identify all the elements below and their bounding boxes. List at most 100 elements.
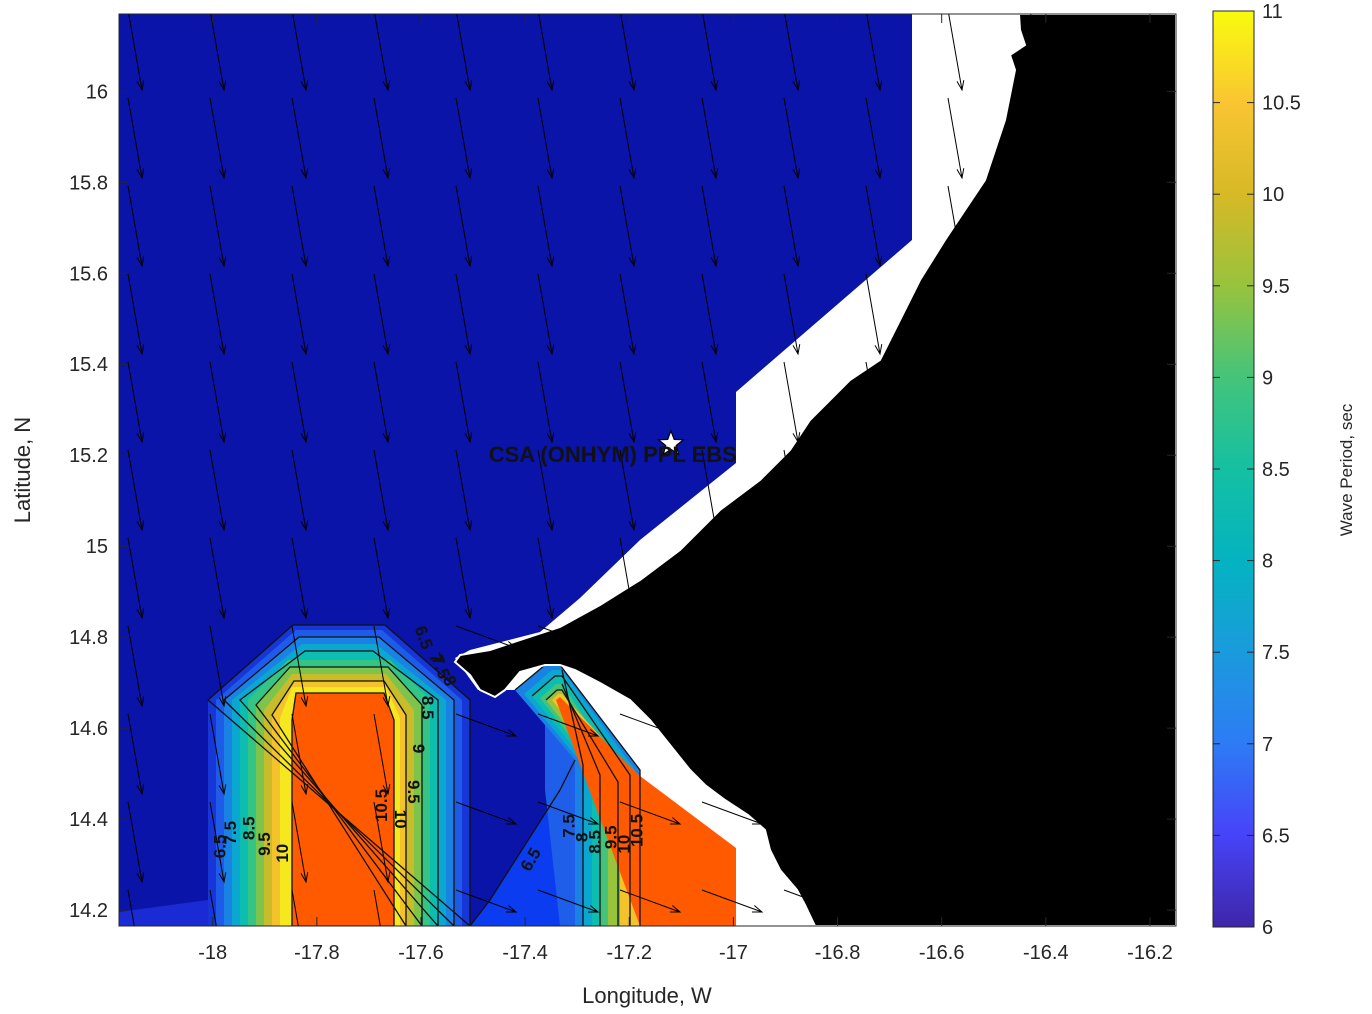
wave-arrow bbox=[619, 537, 637, 620]
y-tick-label: 15 bbox=[86, 536, 108, 558]
wave-arrow bbox=[537, 449, 555, 532]
wave-arrow bbox=[455, 889, 518, 913]
wave-arrow bbox=[455, 361, 473, 444]
wave-arrow bbox=[538, 14, 555, 92]
wave-arrow bbox=[127, 625, 145, 708]
wave-arrow bbox=[701, 801, 764, 825]
wave-arrow bbox=[619, 713, 682, 737]
contour-label: 10.5 bbox=[372, 789, 391, 822]
x-tick-label: -16.8 bbox=[815, 942, 861, 964]
wave-arrow bbox=[948, 978, 1008, 1000]
wave-arrow bbox=[373, 889, 381, 926]
wave-arrow bbox=[865, 449, 883, 532]
wave-arrow bbox=[537, 713, 600, 737]
wave-arrow bbox=[783, 625, 846, 649]
contour-label: 9.5 bbox=[404, 780, 423, 804]
wave-arrow bbox=[783, 97, 801, 180]
colorbar-tick-label: 9.5 bbox=[1262, 276, 1290, 298]
wave-arrow bbox=[947, 625, 1010, 649]
wave-arrow bbox=[701, 537, 719, 620]
y-axis-label: Latitude, N bbox=[10, 417, 35, 523]
x-axis-ticks: -18 -17.8 -17.6 -17.4 -17.2 -17 -16.8 -16.6 -16.… bbox=[198, 14, 1173, 964]
wave-arrow bbox=[127, 801, 145, 884]
contour-label: 9 bbox=[409, 744, 428, 753]
wave-arrow bbox=[291, 713, 309, 796]
wave-arrow bbox=[947, 889, 1010, 913]
wave-arrow bbox=[1029, 97, 1047, 180]
wave-arrow bbox=[1029, 801, 1092, 825]
wave-arrow bbox=[373, 625, 391, 708]
wave-arrow bbox=[128, 978, 144, 1014]
wave-arrow bbox=[291, 625, 309, 708]
y-tick-label: 15.8 bbox=[69, 172, 108, 194]
station-star-marker bbox=[656, 429, 685, 456]
y-tick-label: 14.6 bbox=[69, 718, 108, 740]
wave-arrow bbox=[127, 449, 145, 532]
wave-arrow bbox=[373, 713, 391, 796]
y-tick-label: 15.4 bbox=[69, 354, 108, 376]
wave-arrow bbox=[619, 801, 682, 825]
wave-arrow bbox=[455, 801, 518, 825]
wave-arrow bbox=[865, 625, 928, 649]
y-tick-label: 14.8 bbox=[69, 627, 108, 649]
wave-arrow bbox=[456, 978, 516, 1000]
y-tick-label: 16 bbox=[86, 81, 108, 103]
colorbar-tick-label: 8 bbox=[1262, 551, 1273, 573]
wave-arrow bbox=[1029, 361, 1047, 444]
wave-arrow bbox=[784, 14, 801, 92]
wave-arrow bbox=[701, 273, 719, 356]
contour-label: 10 bbox=[273, 844, 292, 863]
wave-arrow bbox=[127, 273, 145, 356]
wave-arrow bbox=[291, 537, 309, 620]
x-tick-label: -17.2 bbox=[606, 942, 652, 964]
wave-arrow bbox=[619, 625, 682, 649]
wave-arrow bbox=[209, 185, 227, 268]
colorbar-tick-label: 8.5 bbox=[1262, 459, 1290, 481]
wave-arrow bbox=[701, 185, 719, 268]
wave-arrow bbox=[947, 361, 965, 444]
contour-label: 7.5 bbox=[221, 821, 240, 845]
wave-arrow bbox=[456, 14, 473, 92]
wave-arrow bbox=[455, 625, 518, 649]
wave-arrow bbox=[127, 97, 145, 180]
wave-arrow bbox=[537, 185, 555, 268]
y-tick-label: 14.2 bbox=[69, 900, 108, 922]
wave-arrow bbox=[619, 361, 637, 444]
wave-arrow bbox=[701, 889, 764, 913]
wave-arrow bbox=[127, 713, 145, 796]
colorbar-tick-label: 10.5 bbox=[1262, 93, 1301, 115]
wave-arrow bbox=[947, 713, 1010, 737]
wave-arrow bbox=[701, 625, 764, 649]
wave-arrow bbox=[1029, 185, 1047, 268]
contour-patch-left bbox=[119, 624, 471, 926]
wave-arrow bbox=[948, 14, 965, 92]
wave-arrow bbox=[619, 449, 637, 532]
wave-arrow bbox=[209, 273, 227, 356]
colorbar-ticks: 6 6.5 7 7.5 8 8.5 9 9.5 10 10.5 11 bbox=[1213, 1, 1301, 939]
wave-arrow bbox=[947, 801, 1010, 825]
wave-arrow bbox=[291, 185, 309, 268]
wave-arrow bbox=[619, 97, 637, 180]
wave-arrow bbox=[619, 889, 682, 913]
y-tick-label: 15.6 bbox=[69, 263, 108, 285]
contour-label: 9.5 bbox=[255, 832, 274, 856]
wave-arrow bbox=[455, 97, 473, 180]
wave-arrow bbox=[619, 185, 637, 268]
wave-arrow bbox=[784, 978, 844, 1000]
wave-arrow bbox=[866, 978, 926, 1000]
wave-arrow bbox=[1030, 978, 1090, 1000]
contour-label: 10 bbox=[391, 810, 410, 829]
wave-arrow bbox=[1030, 14, 1047, 92]
wave-arrow bbox=[127, 361, 145, 444]
wave-arrow bbox=[865, 889, 928, 913]
contour-patch-right bbox=[469, 664, 736, 926]
wave-arrow bbox=[455, 537, 473, 620]
station-label: CSA (ONHYM) PPL EBS bbox=[489, 442, 737, 467]
wave-arrow bbox=[209, 889, 217, 926]
wave-arrow bbox=[292, 14, 309, 92]
wave-arrow bbox=[537, 889, 600, 913]
wave-arrow bbox=[209, 625, 227, 708]
station-annotation: CSA (ONHYM) PPL EBS bbox=[489, 429, 737, 467]
wave-arrow bbox=[209, 97, 227, 180]
wave-arrow bbox=[537, 273, 555, 356]
